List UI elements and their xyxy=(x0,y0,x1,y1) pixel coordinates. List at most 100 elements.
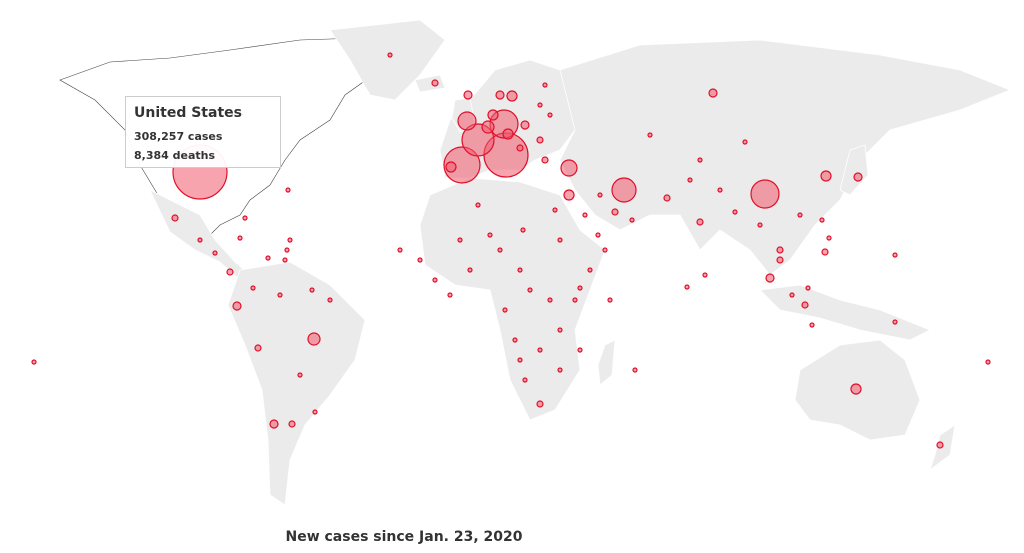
country-bubble[interactable] xyxy=(597,192,603,198)
country-bubble[interactable] xyxy=(936,441,944,449)
country-bubble[interactable] xyxy=(629,217,635,223)
country-bubble[interactable] xyxy=(512,337,518,343)
country-bubble[interactable] xyxy=(212,250,218,256)
country-bubble[interactable] xyxy=(307,332,321,346)
country-bubble[interactable] xyxy=(497,247,503,253)
country-bubble[interactable] xyxy=(284,247,290,253)
country-bubble[interactable] xyxy=(632,367,638,373)
country-bubble[interactable] xyxy=(708,88,718,98)
country-bubble[interactable] xyxy=(607,297,613,303)
country-bubble[interactable] xyxy=(31,359,37,365)
country-bubble[interactable] xyxy=(250,285,256,291)
country-bubble[interactable] xyxy=(481,120,495,134)
country-bubble[interactable] xyxy=(282,257,288,263)
country-bubble[interactable] xyxy=(547,297,553,303)
country-bubble[interactable] xyxy=(776,256,784,264)
country-bubble[interactable] xyxy=(789,292,795,298)
country-bubble[interactable] xyxy=(557,327,563,333)
country-bubble[interactable] xyxy=(552,207,558,213)
country-bubble[interactable] xyxy=(447,292,453,298)
country-bubble[interactable] xyxy=(687,177,693,183)
land-south-america[interactable] xyxy=(227,261,366,506)
country-bubble[interactable] xyxy=(563,189,575,201)
country-bubble[interactable] xyxy=(765,273,775,283)
country-bubble[interactable] xyxy=(516,144,524,152)
country-bubble[interactable] xyxy=(560,159,578,177)
country-bubble[interactable] xyxy=(611,208,619,216)
land-indonesia[interactable] xyxy=(759,284,931,341)
country-bubble[interactable] xyxy=(647,132,653,138)
country-bubble[interactable] xyxy=(463,90,473,100)
country-bubble[interactable] xyxy=(820,170,832,182)
country-bubble[interactable] xyxy=(557,367,563,373)
country-bubble[interactable] xyxy=(502,307,508,313)
country-bubble[interactable] xyxy=(797,212,803,218)
country-bubble[interactable] xyxy=(277,292,283,298)
country-bubble[interactable] xyxy=(417,257,423,263)
country-bubble[interactable] xyxy=(387,52,393,58)
country-bubble[interactable] xyxy=(602,247,608,253)
country-bubble[interactable] xyxy=(457,237,463,243)
country-bubble[interactable] xyxy=(475,202,481,208)
country-bubble[interactable] xyxy=(809,322,815,328)
country-bubble[interactable] xyxy=(432,277,438,283)
country-bubble[interactable] xyxy=(502,128,514,140)
country-bubble[interactable] xyxy=(684,284,690,290)
country-bubble[interactable] xyxy=(242,215,248,221)
country-bubble[interactable] xyxy=(467,267,473,273)
country-bubble[interactable] xyxy=(717,187,723,193)
country-bubble[interactable] xyxy=(587,267,593,273)
country-bubble[interactable] xyxy=(572,297,578,303)
country-bubble[interactable] xyxy=(237,235,243,241)
land-greenland[interactable] xyxy=(329,19,446,101)
land-iceland[interactable] xyxy=(414,74,446,93)
country-bubble[interactable] xyxy=(696,218,704,226)
country-bubble[interactable] xyxy=(595,232,601,238)
country-bubble[interactable] xyxy=(443,146,481,184)
country-bubble[interactable] xyxy=(457,111,477,131)
country-bubble[interactable] xyxy=(197,237,203,243)
country-bubble[interactable] xyxy=(801,301,809,309)
country-bubble[interactable] xyxy=(309,287,315,293)
country-bubble[interactable] xyxy=(541,156,549,164)
country-bubble[interactable] xyxy=(495,90,505,100)
country-bubble[interactable] xyxy=(520,120,530,130)
country-bubble[interactable] xyxy=(697,157,703,163)
country-bubble[interactable] xyxy=(522,377,528,383)
country-bubble[interactable] xyxy=(537,102,543,108)
country-bubble[interactable] xyxy=(536,136,544,144)
country-bubble[interactable] xyxy=(520,227,526,233)
country-bubble[interactable] xyxy=(269,419,279,429)
country-bubble[interactable] xyxy=(547,112,553,118)
country-bubble[interactable] xyxy=(232,301,242,311)
country-bubble[interactable] xyxy=(821,248,829,256)
country-bubble[interactable] xyxy=(312,409,318,415)
country-bubble[interactable] xyxy=(892,252,898,258)
country-bubble[interactable] xyxy=(171,214,179,222)
country-bubble[interactable] xyxy=(288,420,296,428)
country-bubble[interactable] xyxy=(537,347,543,353)
country-bubble[interactable] xyxy=(757,222,763,228)
country-bubble[interactable] xyxy=(663,194,671,202)
country-bubble[interactable] xyxy=(517,357,523,363)
country-bubble[interactable] xyxy=(826,235,832,241)
country-bubble[interactable] xyxy=(487,109,499,121)
country-bubble[interactable] xyxy=(327,297,333,303)
country-bubble[interactable] xyxy=(254,344,262,352)
country-bubble[interactable] xyxy=(287,237,293,243)
country-bubble[interactable] xyxy=(226,268,234,276)
country-bubble[interactable] xyxy=(577,347,583,353)
country-bubble[interactable] xyxy=(985,359,991,365)
country-bubble[interactable] xyxy=(431,79,439,87)
country-bubble[interactable] xyxy=(527,287,533,293)
country-bubble[interactable] xyxy=(702,272,708,278)
country-bubble[interactable] xyxy=(819,217,825,223)
country-bubble[interactable] xyxy=(445,161,457,173)
country-bubble[interactable] xyxy=(487,232,493,238)
land-japan[interactable] xyxy=(839,144,869,196)
land-madagascar[interactable] xyxy=(597,339,616,386)
country-bubble[interactable] xyxy=(750,179,780,209)
country-bubble[interactable] xyxy=(542,82,548,88)
country-bubble[interactable] xyxy=(265,255,271,261)
